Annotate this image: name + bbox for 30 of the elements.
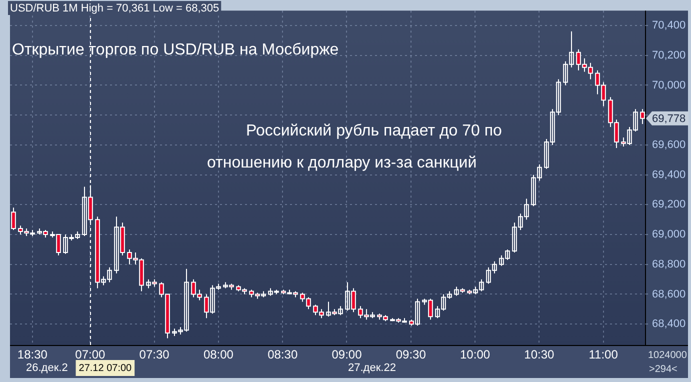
annotation: 69,778 bbox=[652, 112, 686, 125]
annotation: Российский рубль падает до 70 по bbox=[246, 122, 502, 140]
x-tick-label: 08:00 bbox=[203, 348, 234, 362]
x-tick-label: 07:30 bbox=[139, 348, 170, 362]
chart-title: USD/RUB 1M High = 70,361 Low = 68,305 bbox=[10, 2, 220, 15]
x-tick-label: 08:30 bbox=[268, 348, 298, 362]
text: Открытие торгов по USD/RUB на Мосбирже bbox=[12, 41, 339, 58]
y-tick-label: 70,400 bbox=[652, 20, 686, 32]
y-tick-label: 70,000 bbox=[652, 79, 686, 92]
text: >294< bbox=[649, 364, 678, 375]
y-tick-label: 69,000 bbox=[652, 228, 686, 241]
text: 1024000 bbox=[648, 350, 688, 361]
x-tick-label: 11:00 bbox=[588, 348, 618, 362]
y-tick-label: 68,400 bbox=[652, 318, 686, 330]
y-tick-label: 70,200 bbox=[652, 49, 686, 62]
y-tick-label: 68,800 bbox=[652, 258, 686, 270]
x-tick-label: 10:00 bbox=[460, 348, 490, 362]
ref-line-label: 27.12 07:00 bbox=[78, 362, 132, 374]
text: 27.дек.22 bbox=[348, 362, 396, 374]
y-tick-label: 68,600 bbox=[652, 288, 686, 300]
annotation: отношению к доллару из-за санкций bbox=[207, 154, 477, 172]
x-tick-label: 09:30 bbox=[396, 348, 426, 362]
y-tick-label: 69,600 bbox=[652, 138, 686, 151]
x-tick-label: 18:30 bbox=[17, 348, 48, 362]
y-tick-label: 69,200 bbox=[652, 198, 686, 211]
x-tick-label: 09:00 bbox=[332, 348, 362, 362]
x-tick-label: 07:00 bbox=[75, 348, 106, 362]
y-tick-label: 69,400 bbox=[652, 168, 686, 181]
text: 26.дек.2 bbox=[26, 362, 68, 374]
x-tick-label: 10:30 bbox=[524, 348, 555, 362]
